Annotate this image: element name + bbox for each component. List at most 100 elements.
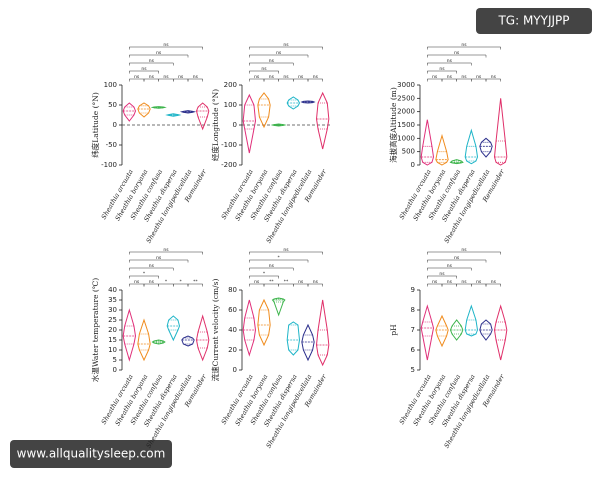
significance-label: ns (439, 272, 445, 277)
y-axis-label: 纬度Latitude (°N) (90, 92, 100, 158)
violin (151, 339, 166, 345)
significance-label: ns (254, 280, 260, 285)
violin (420, 119, 435, 166)
significance-label: * (165, 279, 168, 285)
significance-label: ns (476, 75, 482, 80)
significance-label: ns (491, 75, 497, 80)
violin (493, 304, 508, 361)
significance-bracket (249, 54, 309, 58)
violin (464, 128, 479, 165)
violin (464, 304, 479, 337)
y-tick-label: 0 (113, 121, 117, 129)
y-tick-label: -100 (221, 141, 237, 149)
y-axis-label: 水温Water temperature (℃) (90, 278, 100, 382)
violin (316, 299, 330, 367)
significance-label: ns (178, 75, 184, 80)
watermark: www.allqualitysleep.com (17, 447, 166, 461)
y-tick-label: 10 (108, 346, 117, 354)
y-tick-label: 500 (402, 148, 415, 156)
significance-label: ns (454, 256, 460, 261)
y-tick-label: 50 (108, 101, 117, 109)
y-tick-label: 0 (411, 161, 415, 169)
violin (301, 323, 315, 362)
y-tick-label: 9 (411, 286, 415, 294)
y-tick-label: 20 (108, 326, 117, 334)
significance-label: * (278, 255, 281, 261)
significance-bracket (249, 46, 323, 50)
significance-label: ns (156, 256, 162, 261)
significance-bracket (129, 251, 203, 255)
violin (435, 133, 449, 166)
violin (257, 92, 271, 129)
y-tick-label: 60 (228, 306, 237, 314)
significance-bracket (249, 70, 279, 74)
violin (479, 137, 493, 158)
violin (494, 98, 508, 166)
significance-bracket (249, 259, 309, 263)
significance-bracket (129, 70, 159, 74)
significance-bracket (427, 54, 487, 58)
y-tick-label: 2500 (397, 94, 415, 102)
significance-label: * (180, 279, 183, 285)
violin (271, 297, 286, 317)
violin (435, 314, 449, 348)
significance-bracket (427, 70, 457, 74)
significance-label: ns (156, 51, 162, 56)
significance-label: ns (141, 67, 147, 72)
significance-label: ns (134, 280, 140, 285)
y-tick-label: 2000 (397, 108, 415, 116)
significance-label: ns (439, 67, 445, 72)
significance-label: ns (432, 280, 438, 285)
significance-label: ns (447, 75, 453, 80)
violin (195, 314, 210, 362)
significance-bracket (307, 78, 323, 82)
y-tick-label: 25 (108, 316, 117, 324)
violin (195, 102, 210, 131)
significance-label: ** (284, 279, 289, 285)
significance-label: ns (134, 75, 140, 80)
significance-label: * (143, 271, 146, 277)
significance-bracket (485, 283, 501, 287)
violin (166, 315, 181, 342)
significance-bracket (427, 267, 472, 271)
violin (242, 299, 256, 357)
significance-label: ns (269, 75, 275, 80)
significance-label: ns (283, 75, 289, 80)
significance-bracket (427, 275, 457, 279)
significance-bracket (249, 251, 323, 255)
y-tick-label: 8 (411, 306, 415, 314)
violin (242, 93, 256, 154)
significance-label: ns (149, 280, 155, 285)
significance-bracket (249, 267, 294, 271)
y-axis-label: 海拔高度Altitude (m) (388, 87, 398, 163)
y-tick-label: 3000 (397, 81, 415, 89)
significance-label: ns (461, 248, 467, 253)
significance-label: ns (461, 280, 467, 285)
watermark-box (10, 440, 172, 468)
significance-bracket (249, 275, 279, 279)
y-tick-label: 0 (233, 121, 237, 129)
significance-label: ns (254, 75, 260, 80)
violin (181, 335, 195, 347)
significance-bracket (129, 259, 189, 263)
significance-label: ns (193, 75, 199, 80)
y-axis-label: 流速Current velocity (cm/s) (210, 279, 220, 382)
watermark: TG: MYYJJPP (497, 14, 569, 28)
y-tick-label: 100 (224, 101, 237, 109)
significance-label: ns (461, 75, 467, 80)
violin (137, 102, 151, 118)
significance-label: ns (447, 280, 453, 285)
significance-bracket (427, 46, 501, 50)
y-axis-label: 经度Longitude (°N) (210, 89, 220, 161)
violin (286, 321, 300, 356)
violin (316, 91, 330, 150)
significance-label: ns (283, 248, 289, 253)
y-tick-label: -100 (101, 161, 117, 169)
y-tick-label: 15 (108, 336, 117, 344)
y-tick-label: 0 (233, 366, 237, 374)
significance-label: ns (276, 51, 282, 56)
significance-label: ns (269, 59, 275, 64)
significance-bracket (249, 62, 294, 66)
